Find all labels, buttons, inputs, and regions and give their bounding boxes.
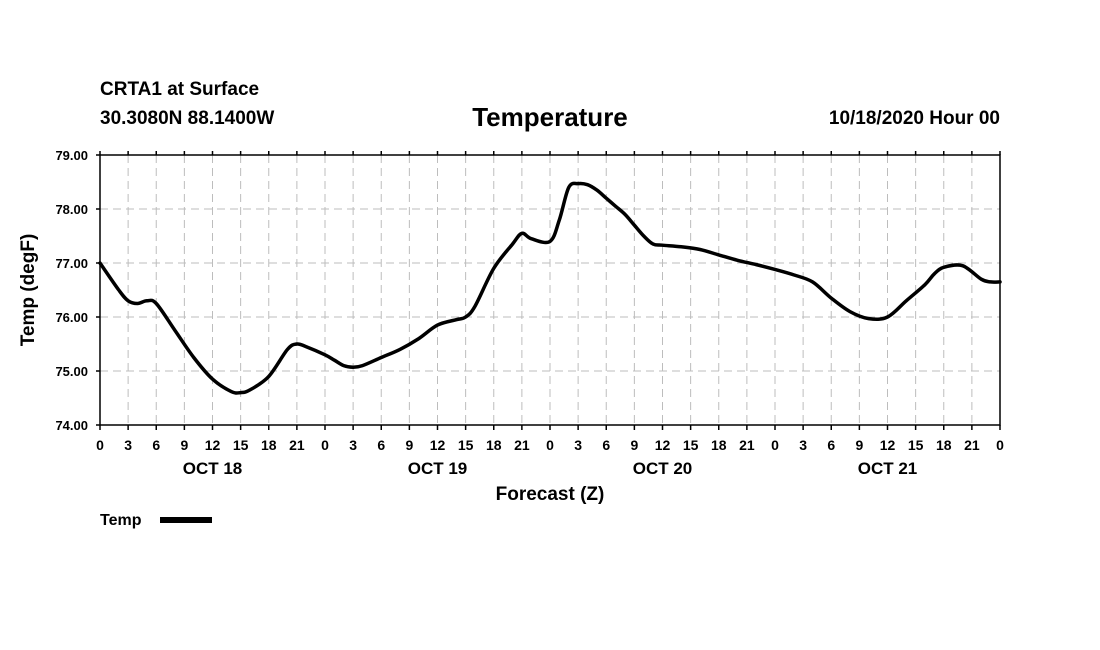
x-tick-label: 0 [546,437,554,453]
y-tick-label: 74.00 [55,418,88,433]
x-tick-label: 9 [180,437,188,453]
x-tick-label: 6 [602,437,610,453]
x-tick-label: 15 [908,437,924,453]
x-tick-label: 15 [683,437,699,453]
x-tick-label: 15 [458,437,474,453]
day-label: OCT 18 [183,459,243,478]
y-axis-tick-labels: 74.00 75.00 76.00 77.00 78.00 79.00 [55,148,88,433]
day-label: OCT 21 [858,459,918,478]
x-tick-label: 12 [430,437,446,453]
run-time-label: 10/18/2020 Hour 00 [829,108,1000,129]
x-tick-label: 21 [964,437,980,453]
x-axis-tick-labels: 0 3 6 9 12 15 18 21 0 3 6 9 12 15 18 21 0 3 6 9 12 15 18 21 0 3 6 9… [96,437,1004,453]
x-tick-label: 21 [739,437,755,453]
x-tick-label: 12 [880,437,896,453]
x-tick-label: 0 [996,437,1004,453]
x-tick-label: 12 [205,437,221,453]
x-tick-label: 3 [799,437,807,453]
x-tick-label: 21 [289,437,305,453]
x-tick-label: 18 [936,437,952,453]
y-tick-label: 76.00 [55,310,88,325]
location-label: 30.3080N 88.1400W [100,108,274,129]
temp-series-line [98,181,1002,395]
y-tick-label: 78.00 [55,202,88,217]
x-tick-label: 18 [711,437,727,453]
x-tick-label: 9 [855,437,863,453]
x-tick-label: 18 [261,437,277,453]
x-tick-label: 18 [486,437,502,453]
station-label: CRTA1 at Surface [100,79,259,100]
x-tick-label: 9 [630,437,638,453]
x-tick-label: 12 [655,437,671,453]
grid-lines [100,155,1000,425]
x-tick-label: 0 [321,437,329,453]
x-tick-label: 6 [827,437,835,453]
x-axis-day-labels: OCT 18 OCT 19 OCT 20 OCT 21 [183,459,918,478]
y-tick-label: 77.00 [55,256,88,271]
x-tick-label: 21 [514,437,530,453]
x-axis-label: Forecast (Z) [496,484,605,505]
day-label: OCT 19 [408,459,468,478]
axis-ticks [96,151,1001,430]
x-tick-label: 9 [405,437,413,453]
x-tick-label: 6 [377,437,385,453]
x-tick-label: 0 [96,437,104,453]
day-label: OCT 20 [633,459,693,478]
legend-label: Temp [100,512,142,529]
chart-title: Temperature [472,102,628,132]
x-tick-label: 3 [349,437,357,453]
y-tick-label: 79.00 [55,148,88,163]
x-tick-label: 6 [152,437,160,453]
x-tick-label: 0 [771,437,779,453]
x-tick-label: 3 [574,437,582,453]
y-axis-label: Temp (degF) [18,234,39,347]
y-tick-label: 75.00 [55,364,88,379]
x-tick-label: 15 [233,437,249,453]
x-tick-label: 3 [124,437,132,453]
